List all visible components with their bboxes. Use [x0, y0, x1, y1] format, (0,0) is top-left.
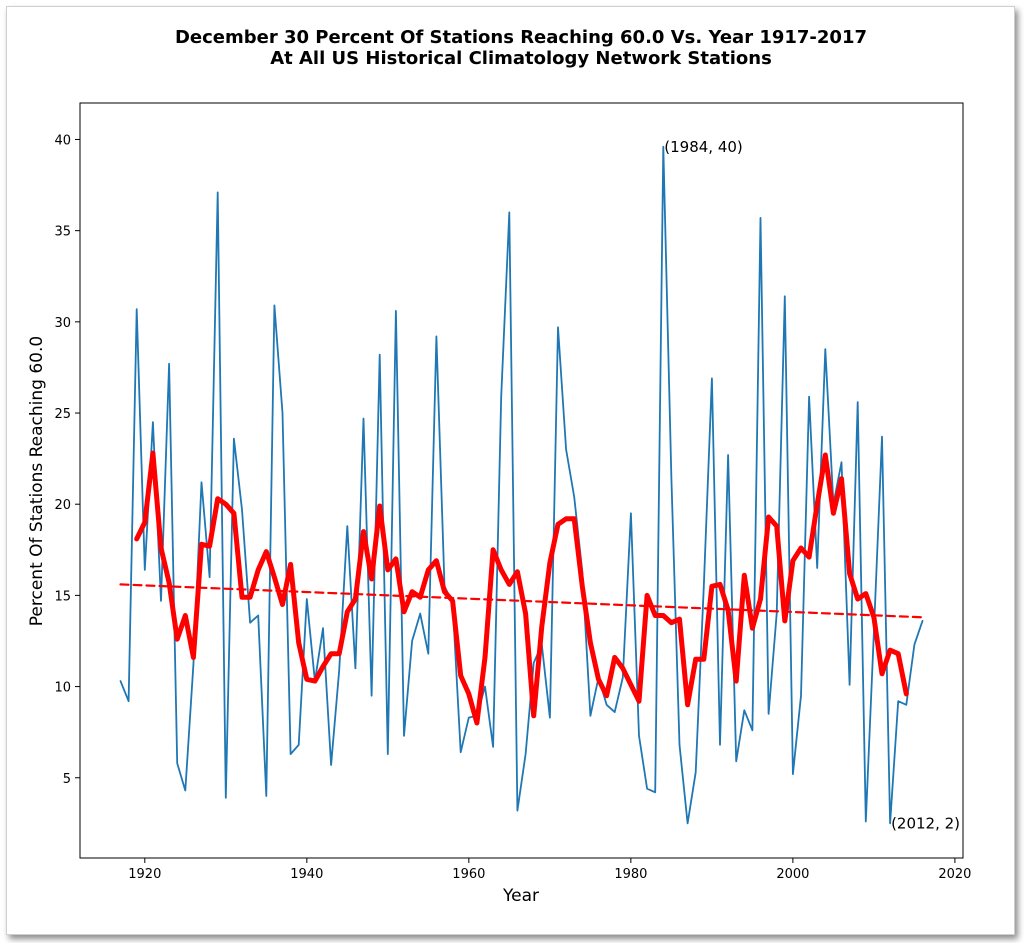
plot-area: 1920 1940 1960 1980 2000 2020 5 10 15 20 25 30 35 40 (…: [54, 102, 971, 882]
y-tick-label: 5: [63, 772, 71, 787]
annotation-label: (2012, 2): [891, 814, 960, 832]
x-tick-label: 2020: [938, 867, 971, 882]
y-tick-label: 10: [54, 681, 71, 696]
chart-subtitle: At All US Historical Climatology Network…: [270, 48, 772, 69]
y-tick-label: 15: [54, 589, 71, 604]
y-tick-label: 25: [54, 407, 71, 422]
chart-title: December 30 Percent Of Stations Reaching…: [175, 27, 867, 48]
figure-frame: [6, 6, 1015, 935]
x-axis-label: Year: [502, 886, 539, 906]
moving-average-line: [134, 450, 909, 726]
y-tick-label: 30: [54, 316, 71, 331]
x-tick-label: 1920: [128, 867, 161, 882]
y-tick-label: 35: [54, 225, 71, 240]
x-tick-label: 1940: [290, 867, 323, 882]
y-tick-label: 40: [54, 133, 71, 148]
annotation-label: (1984, 40): [664, 138, 743, 156]
x-tick-label: 2000: [776, 867, 809, 882]
x-tick-label: 1960: [452, 867, 485, 882]
y-axis-label: Percent Of Stations Reaching 60.0: [27, 336, 47, 626]
annual-series-line: [119, 145, 924, 825]
y-tick-label: 20: [54, 498, 71, 513]
axes-frame: [79, 102, 964, 859]
x-tick-label: 1980: [614, 867, 647, 882]
trend-line: [119, 583, 924, 619]
